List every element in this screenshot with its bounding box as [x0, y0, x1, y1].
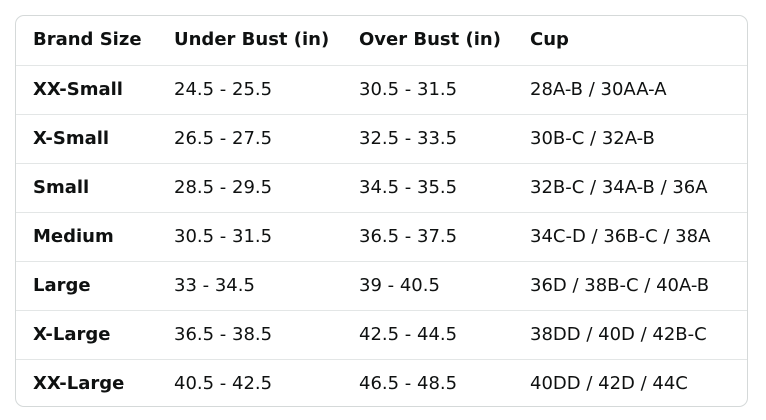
table-row: Medium 30.5 - 31.5 36.5 - 37.5 34C-D / 36B-…	[16, 212, 747, 261]
table-cell: 26.5 - 27.5	[174, 128, 273, 149]
table-cell: 46.5 - 48.5	[359, 373, 458, 394]
table-cell: X-Large	[33, 324, 111, 345]
table-cell: 40DD / 42D / 44C	[530, 373, 688, 394]
table-cell: 30.5 - 31.5	[359, 79, 458, 100]
size-table: Brand Size Under Bust (in) Over Bust (in) C…	[15, 15, 748, 407]
table-cell: 36D / 38B-C / 40A-B	[530, 275, 710, 296]
table-cell: 36.5 - 37.5	[359, 226, 458, 247]
table-cell: Medium	[33, 226, 114, 247]
table-cell: 24.5 - 25.5	[174, 79, 273, 100]
table-row: Large 33 - 34.5 39 - 40.5 36D / 38B-C / 40A…	[16, 261, 747, 310]
table-cell: 28A-B / 30AA-A	[530, 79, 667, 100]
table-cell: 30.5 - 31.5	[174, 226, 273, 247]
table-cell: 34.5 - 35.5	[359, 177, 458, 198]
table-cell: 32.5 - 33.5	[359, 128, 458, 149]
header-cell: Brand Size	[33, 29, 142, 50]
table-row: X-Large 36.5 - 38.5 42.5 - 44.5 38DD / 40D …	[16, 310, 747, 359]
table-row: XX-Large 40.5 - 42.5 46.5 - 48.5 40DD / 42D…	[16, 359, 747, 406]
table-cell: X-Small	[33, 128, 110, 149]
header-cell: Cup	[530, 29, 569, 50]
table-cell: 33 - 34.5	[174, 275, 255, 296]
table-cell: 32B-C / 34A-B / 36A	[530, 177, 708, 198]
table-cell: Large	[33, 275, 91, 296]
table-row: Small 28.5 - 29.5 34.5 - 35.5 32B-C / 34A-B…	[16, 163, 747, 212]
table-cell: 30B-C / 32A-B	[530, 128, 655, 149]
table-row: X-Small 26.5 - 27.5 32.5 - 33.5 30B-C / 32A…	[16, 114, 747, 163]
table-cell: 38DD / 40D / 42B-C	[530, 324, 707, 345]
table-cell: XX-Large	[33, 373, 125, 394]
header-cell: Under Bust (in)	[174, 29, 330, 50]
header-row: Brand Size Under Bust (in) Over Bust (in) C…	[16, 16, 747, 65]
table-cell: 36.5 - 38.5	[174, 324, 273, 345]
table-cell: 40.5 - 42.5	[174, 373, 273, 394]
table-cell: 42.5 - 44.5	[359, 324, 458, 345]
table-cell: 39 - 40.5	[359, 275, 440, 296]
header-cell: Over Bust (in)	[359, 29, 501, 50]
table-cell: 28.5 - 29.5	[174, 177, 273, 198]
table-cell: XX-Small	[33, 79, 123, 100]
table-cell: 34C-D / 36B-C / 38A	[530, 226, 711, 247]
table-row: XX-Small 24.5 - 25.5 30.5 - 31.5 28A-B / 30…	[16, 65, 747, 114]
table-cell: Small	[33, 177, 90, 198]
